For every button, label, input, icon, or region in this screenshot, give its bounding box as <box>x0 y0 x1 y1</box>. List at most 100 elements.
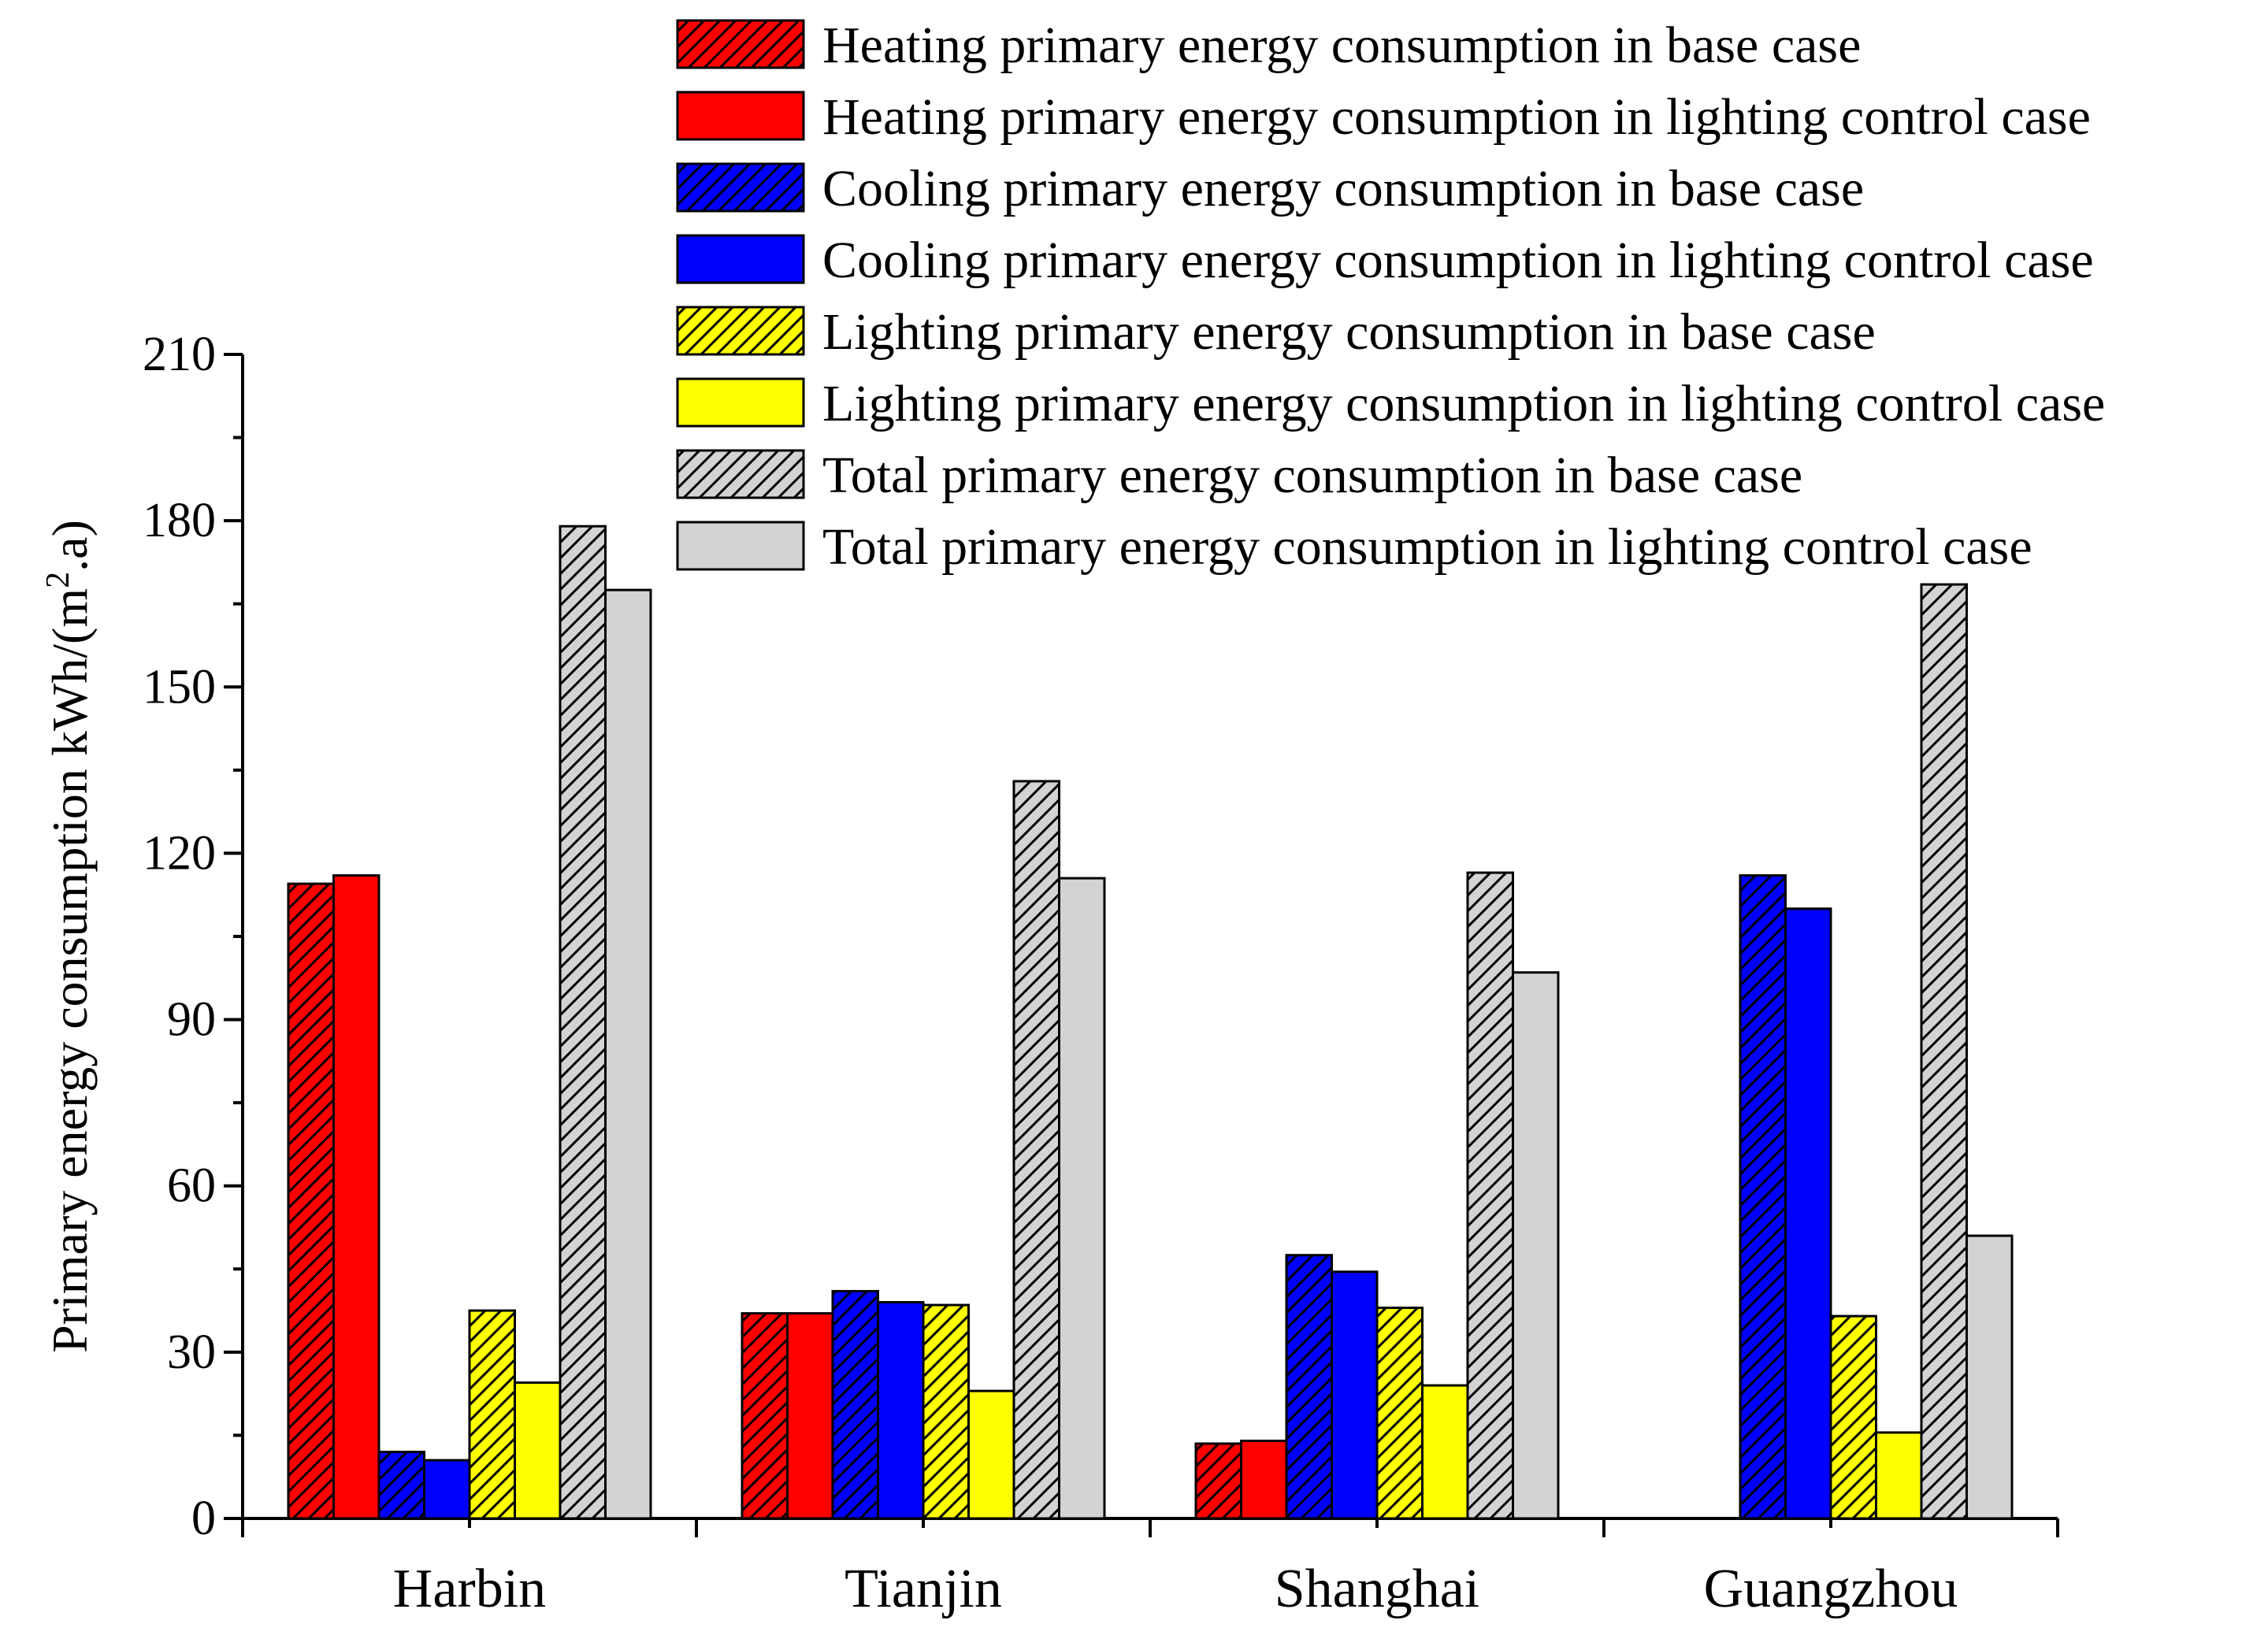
legend-swatch <box>676 234 805 284</box>
legend-label: Heating primary energy consumption in ba… <box>822 17 1861 74</box>
bar <box>514 1381 562 1520</box>
bar <box>967 1389 1015 1520</box>
legend-swatch <box>676 377 805 428</box>
legend-label: Cooling primary energy consumption in ba… <box>822 160 1864 217</box>
bar-hatch <box>1921 584 1967 1518</box>
legend-label: Lighting primary energy consumption in b… <box>822 303 1876 361</box>
bar-hatch <box>1196 1443 1242 1518</box>
legend-swatch-fill <box>677 522 804 569</box>
bar-hatch <box>833 1291 878 1518</box>
bar-fill <box>787 1313 833 1518</box>
bar <box>1784 907 1832 1520</box>
bar <box>1331 1270 1379 1520</box>
legend-item: Lighting primary energy consumption in l… <box>676 375 2105 432</box>
legend-label: Heating primary energy consumption in li… <box>822 88 2091 146</box>
y-axis-label-main: Primary energy consumption kWh/(m <box>42 588 98 1353</box>
bar <box>1375 1307 1424 1520</box>
bar <box>1466 871 1514 1520</box>
bar-fill <box>1876 1432 1921 1518</box>
bar-outline <box>1920 583 1968 1520</box>
legend-item: Total primary energy consumption in ligh… <box>676 518 2032 576</box>
bar <box>877 1301 925 1520</box>
legend-item: Total primary energy consumption in base… <box>676 447 1802 504</box>
bar <box>1012 780 1060 1520</box>
legend-swatch-fill <box>677 235 804 283</box>
bar <box>332 874 380 1520</box>
y-axis-label: Primary energy consumption kWh/(m2.a) <box>40 520 98 1353</box>
legend-item: Heating primary energy consumption in ba… <box>676 17 1861 74</box>
legend-label: Lighting primary energy consumption in l… <box>822 375 2105 432</box>
bar-fill <box>1241 1440 1286 1518</box>
y-tick-label: 180 <box>143 494 216 547</box>
y-tick-label: 120 <box>143 826 216 880</box>
category-label: Tianjin <box>844 1559 1002 1619</box>
bar-outline <box>1965 1234 2014 1520</box>
bar-hatch <box>560 526 606 1519</box>
bar <box>1058 877 1106 1520</box>
bar-fill <box>424 1460 470 1518</box>
legend-swatch <box>676 521 805 571</box>
legend-label: Cooling primary energy consumption in li… <box>822 232 2094 289</box>
bar-outline <box>1784 907 1832 1520</box>
legend-item: Heating primary energy consumption in li… <box>676 88 2091 146</box>
bar-hatch <box>1377 1307 1423 1518</box>
legend-swatch <box>676 449 805 499</box>
bar <box>423 1459 471 1520</box>
bar <box>741 1312 789 1520</box>
bar-hatch <box>923 1305 969 1518</box>
legend-swatch-hatch <box>677 450 804 498</box>
bar <box>604 588 652 1520</box>
legend-swatch <box>676 19 805 69</box>
bar-hatch <box>470 1311 515 1518</box>
legend-swatch-hatch <box>677 307 804 354</box>
legend-swatch <box>676 162 805 213</box>
legend-swatch-fill <box>677 92 804 139</box>
y-tick-label: 210 <box>143 328 216 381</box>
legend-swatch-fill <box>677 379 804 426</box>
bar <box>377 1451 425 1520</box>
plot-area: 0 30 60 90 120 150 180 210 Harbin Tianjin Shangha… <box>143 328 2059 1619</box>
bar-hatch <box>1286 1255 1332 1518</box>
bar-hatch <box>288 884 334 1518</box>
y-tick-label: 30 <box>167 1325 216 1379</box>
bar-fill <box>1785 908 1831 1518</box>
bar-fill <box>605 590 651 1518</box>
bar <box>287 882 335 1520</box>
bar <box>559 525 607 1520</box>
bar-hatch <box>1740 875 1786 1518</box>
bar <box>1512 971 1560 1520</box>
legend-swatch-hatch <box>677 164 804 211</box>
bar-fill <box>1513 972 1558 1518</box>
legend-label: Total primary energy consumption in base… <box>822 447 1802 504</box>
legend-swatch <box>676 306 805 356</box>
legend-item: Cooling primary energy consumption in ba… <box>676 160 1864 217</box>
y-tick-label: 60 <box>167 1159 216 1213</box>
bar <box>1920 583 1968 1520</box>
legend-item: Cooling primary energy consumption in li… <box>676 232 2094 289</box>
bar-outline <box>604 588 652 1520</box>
bar <box>1875 1431 1923 1520</box>
bar <box>1739 874 1787 1520</box>
y-axis-label-suffix: .a) <box>42 520 98 572</box>
bar-fill <box>1422 1385 1468 1518</box>
bar <box>1285 1254 1333 1520</box>
bar-hatch <box>1831 1316 1876 1518</box>
y-ticks: 0 30 60 90 120 150 180 210 <box>143 328 243 1545</box>
bar <box>831 1289 879 1520</box>
bar-hatch <box>1014 780 1060 1518</box>
bars <box>287 525 2014 1520</box>
y-tick-label: 90 <box>167 993 216 1047</box>
bar <box>468 1309 516 1520</box>
bar-outline <box>1829 1314 1877 1520</box>
legend-swatch <box>676 91 805 141</box>
legend-swatch-hatch <box>677 20 804 68</box>
bar-fill <box>1331 1271 1377 1518</box>
bar <box>1965 1234 2014 1520</box>
bar-outline <box>1058 877 1106 1520</box>
legend-label: Total primary energy consumption in ligh… <box>822 518 2032 576</box>
bar-hatch <box>379 1451 425 1518</box>
bar-fill <box>878 1302 923 1518</box>
x-ticks: Harbin Tianjin Shanghai Guangzhou <box>241 1518 2059 1619</box>
legend: Heating primary energy consumption in ba… <box>676 17 2105 576</box>
